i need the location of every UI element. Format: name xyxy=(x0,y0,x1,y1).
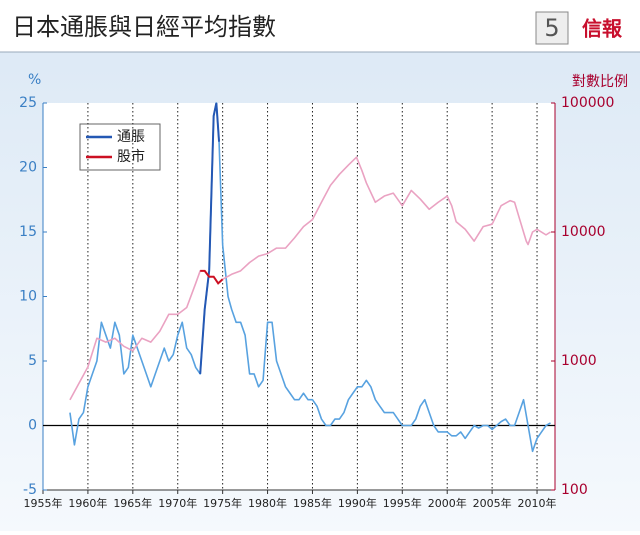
x-tick-label: 1980年 xyxy=(248,496,287,510)
y-tick-label: 20 xyxy=(19,160,37,176)
x-tick-label: 1970年 xyxy=(158,496,197,510)
y2-tick-label: 10000 xyxy=(561,224,606,240)
y2-axis-label: 對數比例 xyxy=(572,74,628,90)
y-tick-label: 0 xyxy=(28,418,37,434)
badge-box xyxy=(535,11,569,45)
highlight-line xyxy=(200,269,224,285)
y-tick-label: 25 xyxy=(19,95,37,111)
y2-tick-label: 100 xyxy=(561,482,588,498)
x-tick-label: 1975年 xyxy=(203,496,242,510)
y-tick-label: -5 xyxy=(23,482,37,498)
source-logo: 信報 xyxy=(582,17,623,41)
x-tick-label: 2005年 xyxy=(473,496,512,510)
y-tick-label: 5 xyxy=(28,353,37,369)
y2-tick-label: 100000 xyxy=(561,95,614,111)
badge: 5 xyxy=(544,14,559,42)
x-tick-label: 1965年 xyxy=(113,496,152,510)
highlight-line xyxy=(199,102,221,374)
x-tick-label: 2010年 xyxy=(518,496,557,510)
legend xyxy=(79,123,161,171)
x-tick-label: 2000年 xyxy=(428,496,467,510)
y-axis-label: % xyxy=(28,72,41,88)
y2-tick-label: 1000 xyxy=(561,353,597,369)
line xyxy=(69,156,551,401)
y-tick-label: 15 xyxy=(19,224,37,240)
x-tick-label: 1990年 xyxy=(338,496,377,510)
line xyxy=(69,102,551,453)
x-tick-label: 1985年 xyxy=(293,496,332,510)
x-tick-label: 1960年 xyxy=(68,496,107,510)
y-tick-label: 10 xyxy=(19,289,37,305)
chart-title: 日本通脹與日經平均指數 xyxy=(12,13,276,41)
x-tick-label: 1995年 xyxy=(383,496,422,510)
legend-label: 股市 xyxy=(117,148,145,165)
header xyxy=(0,0,640,52)
legend-label: 通脹 xyxy=(117,129,145,145)
x-tick-label: 1955年 xyxy=(24,496,63,510)
